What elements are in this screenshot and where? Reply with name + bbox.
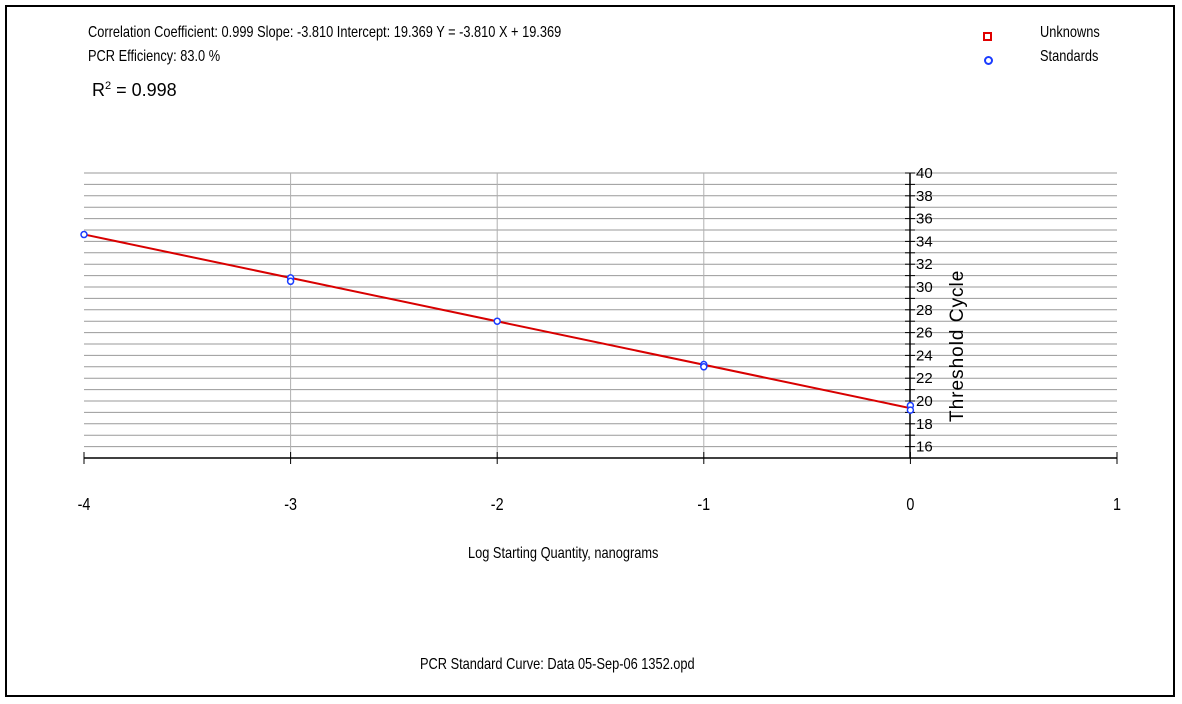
y-tick-label: 22 [916,370,933,387]
legend-unknowns-label: Unknowns [1040,24,1100,41]
y-axis-label: Threshold Cycle [947,270,968,422]
legend-standards-label: Standards [1040,48,1099,65]
y-tick-label: 24 [916,347,933,364]
standards-point [286,277,295,286]
r-squared-value: = 0.998 [111,80,177,100]
efficiency-line: PCR Efficiency: 83.0 % [88,48,221,65]
r-squared-sup: 2 [105,80,112,92]
chart-frame [5,5,1175,697]
y-tick-label: 16 [916,439,933,456]
standards-point [906,406,915,414]
stats-line: Correlation Coefficient: 0.999 Slope: -3… [88,24,562,41]
y-tick-label: 28 [916,302,933,319]
x-tick-label: -4 [78,495,91,515]
x-tick-label: -2 [491,495,504,515]
y-tick-label: 20 [916,393,933,410]
y-tick-label: 26 [916,325,933,342]
legend-unknowns-marker [983,32,992,41]
y-tick-label: 40 [916,165,933,182]
y-tick-label: 30 [916,279,933,296]
x-tick-label: -1 [697,495,710,515]
y-tick-label: 18 [916,416,933,433]
standards-point [80,230,88,239]
legend-standards-marker [984,56,993,65]
standards-point [700,363,708,371]
x-axis-label: Log Starting Quantity, nanograms [468,545,659,562]
r-squared-label: R2 = 0.998 [92,80,177,101]
x-tick-label: 0 [906,495,914,515]
y-tick-label: 32 [916,256,933,273]
x-tick-label: -3 [284,495,297,515]
r-squared-r: R [92,80,105,100]
footer-caption: PCR Standard Curve: Data 05-Sep-06 1352.… [420,656,695,673]
y-tick-label: 36 [916,211,933,228]
y-tick-label: 38 [916,188,933,205]
y-tick-label: 34 [916,233,933,250]
x-tick-label: 1 [1113,495,1121,515]
standards-point [493,317,501,325]
